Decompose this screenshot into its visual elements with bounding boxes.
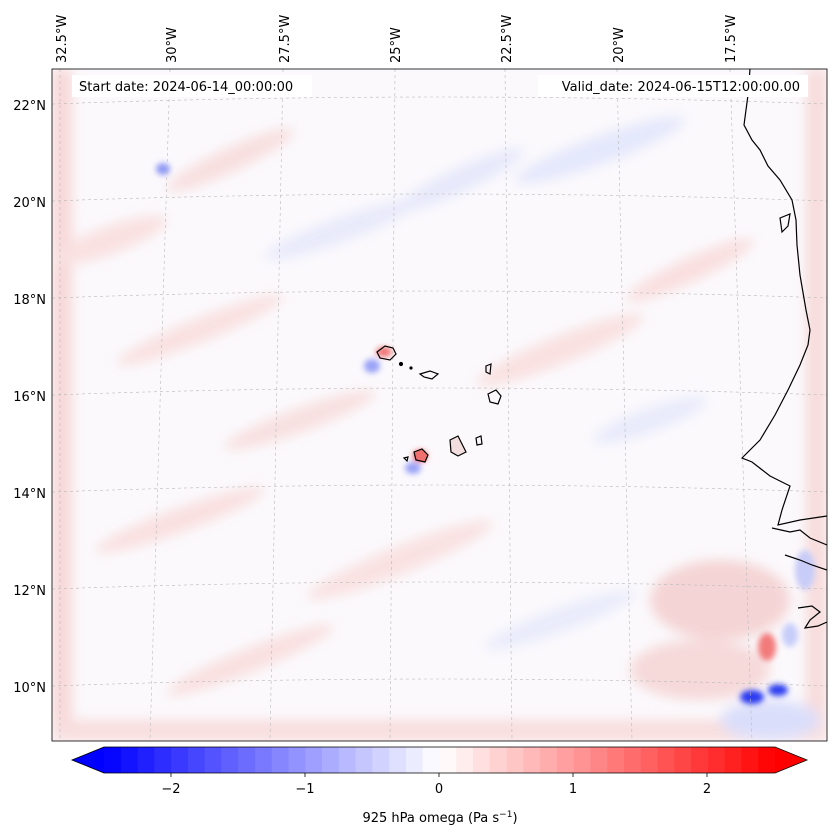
colorbar-segment (389, 747, 407, 773)
colorbar-segment (707, 747, 726, 773)
colorbar-extend-low (72, 747, 104, 773)
colorbar-segment (238, 747, 256, 773)
lat-label: 18°N (13, 293, 46, 308)
lat-label: 16°N (13, 390, 46, 405)
lon-label: 27.5°W (278, 15, 293, 63)
colorbar-extend-high (775, 747, 807, 773)
colorbar-segment (724, 747, 743, 773)
lon-label: 30°W (165, 27, 180, 63)
lat-label: 22°N (13, 99, 46, 114)
colorbar-segment (104, 747, 122, 773)
colorbar-segment (590, 747, 608, 773)
lat-label: 10°N (13, 681, 46, 696)
colorbar-tick-label: 1 (569, 782, 577, 797)
colorbar-segment (254, 747, 273, 773)
colorbar-segment (456, 747, 474, 773)
colorbar-segment (741, 747, 759, 773)
colorbar-tick-label: −1 (295, 782, 314, 797)
colorbar: −2 −1 0 1 2 925 hPa omega (Pa s−1) (70, 746, 809, 826)
colorbar-segment (355, 747, 374, 773)
lat-label: 12°N (13, 584, 46, 599)
cape-verde-islands (376, 345, 502, 463)
colorbar-segment (305, 747, 323, 773)
latitude-labels: 22°N 20°N 18°N 16°N 14°N 12°N 10°N (13, 99, 46, 696)
colorbar-segment (322, 747, 340, 773)
valid-date-label: Valid_date: 2024-06-15T12:00:00.00 (562, 80, 800, 95)
map-frame (51, 68, 828, 742)
colorbar-segment (624, 747, 642, 773)
start-date-box (72, 75, 312, 97)
colorbar-segment (657, 747, 675, 773)
colorbar-segment (288, 747, 306, 773)
colorbar-segment (674, 747, 692, 773)
colorbar-tick-label: 0 (435, 782, 443, 797)
graticule (52, 69, 827, 741)
coastline (740, 69, 827, 629)
start-date-label: Start date: 2024-06-14_00:00:00 (79, 80, 293, 95)
colorbar-segment (372, 747, 390, 773)
colorbar-segment (573, 747, 592, 773)
colorbar-segment (187, 747, 206, 773)
lat-label: 14°N (13, 487, 46, 502)
colorbar-segment (758, 747, 776, 773)
colorbar-segment (221, 747, 239, 773)
lon-label: 32.5°W (55, 15, 70, 63)
omega-field (52, 69, 827, 741)
lon-label: 17.5°W (724, 15, 739, 63)
colorbar-segments (104, 747, 776, 773)
lon-label: 22.5°W (500, 15, 515, 63)
colorbar-segment (338, 747, 357, 773)
colorbar-segment (523, 747, 541, 773)
colorbar-segment (439, 747, 457, 773)
colorbar-segment (489, 747, 508, 773)
colorbar-segment (506, 747, 524, 773)
colorbar-segment (540, 747, 558, 773)
colorbar-segment (204, 747, 223, 773)
valid-date-box (538, 75, 808, 97)
colorbar-tick-label: −2 (161, 782, 180, 797)
colorbar-segment (154, 747, 172, 773)
colorbar-segment (691, 747, 709, 773)
colorbar-segment (405, 747, 424, 773)
colorbar-segment (422, 747, 441, 773)
lon-label: 25°W (389, 27, 404, 63)
colorbar-segment (556, 747, 575, 773)
colorbar-segment (271, 747, 290, 773)
colorbar-outline (70, 746, 809, 774)
colorbar-segment (120, 747, 139, 773)
colorbar-segment (171, 747, 189, 773)
colorbar-tick-label: 2 (703, 782, 711, 797)
colorbar-segment (137, 747, 155, 773)
colorbar-title: 925 hPa omega (Pa s−1) (362, 810, 517, 826)
colorbar-segment (607, 747, 625, 773)
lat-label: 20°N (13, 196, 46, 211)
longitude-labels: 32.5°W 30°W 27.5°W 25°W 22.5°W 20°W 17.5… (55, 15, 739, 63)
colorbar-ticks (170, 773, 708, 777)
lon-label: 20°W (612, 27, 627, 63)
colorbar-segment (473, 747, 491, 773)
colorbar-segment (640, 747, 659, 773)
